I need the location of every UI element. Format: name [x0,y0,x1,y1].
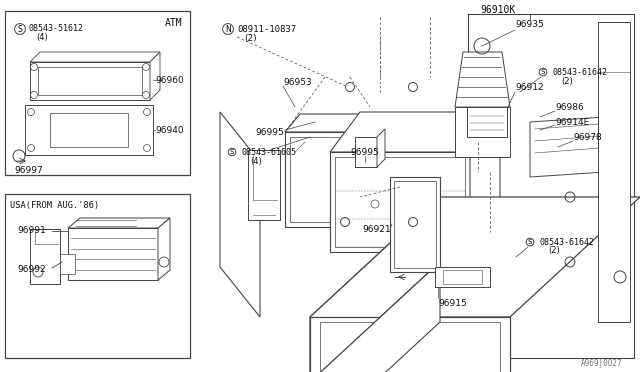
Polygon shape [330,112,500,152]
Text: 96953: 96953 [283,77,312,87]
Text: 96997: 96997 [14,166,43,174]
Polygon shape [310,317,510,372]
Text: N: N [225,25,231,33]
Text: (4): (4) [36,32,48,42]
Text: (2): (2) [548,247,560,256]
Polygon shape [330,152,470,252]
Polygon shape [220,112,260,317]
Polygon shape [310,197,640,317]
Polygon shape [248,150,280,220]
Text: 96910K: 96910K [480,5,515,15]
Polygon shape [25,105,153,155]
Text: 96912: 96912 [515,83,543,92]
Text: 96991: 96991 [17,225,45,234]
Text: (4): (4) [250,157,262,166]
Text: ATM: ATM [164,18,182,28]
Text: 08543-61642: 08543-61642 [553,67,608,77]
Polygon shape [390,177,440,272]
Text: 96935: 96935 [515,19,544,29]
Polygon shape [68,228,158,280]
Polygon shape [285,132,365,227]
Polygon shape [435,267,490,287]
Polygon shape [30,62,150,100]
Polygon shape [30,229,60,284]
Polygon shape [310,197,440,372]
Text: 96992: 96992 [17,264,45,273]
Polygon shape [60,254,75,274]
Polygon shape [365,114,380,227]
Polygon shape [530,117,605,177]
Text: 96986: 96986 [555,103,584,112]
Text: USA(FROM AUG.'86): USA(FROM AUG.'86) [10,201,99,210]
Text: S: S [528,239,532,245]
Text: S: S [230,149,234,155]
Text: 96915: 96915 [438,299,467,308]
Text: 96914E: 96914E [555,118,589,126]
Text: A969|0027: A969|0027 [580,359,622,369]
Polygon shape [30,52,160,62]
Text: (2): (2) [561,77,573,86]
Polygon shape [467,107,507,137]
Text: 96995: 96995 [350,148,379,157]
Text: 96960: 96960 [155,76,184,84]
Polygon shape [285,114,380,132]
Polygon shape [470,112,500,252]
Text: S: S [541,69,545,75]
Polygon shape [598,22,630,322]
Polygon shape [5,11,190,175]
Text: S: S [18,25,22,33]
Polygon shape [158,218,170,280]
Polygon shape [377,129,385,167]
Text: 08911-10837: 08911-10837 [237,25,296,33]
Polygon shape [455,52,510,107]
Text: 96940: 96940 [155,125,184,135]
Text: 08543-61605: 08543-61605 [242,148,297,157]
Polygon shape [355,137,377,167]
Text: (2): (2) [244,33,257,42]
Polygon shape [5,194,190,358]
Polygon shape [150,52,160,100]
Polygon shape [310,262,440,372]
Text: 08543-51612: 08543-51612 [28,23,83,32]
Polygon shape [68,218,170,228]
Text: 96978: 96978 [573,132,602,141]
Polygon shape [468,14,634,358]
Text: 96995: 96995 [255,128,284,137]
Text: 08543-61642: 08543-61642 [540,237,595,247]
Polygon shape [455,107,510,157]
Text: 96921: 96921 [362,224,390,234]
